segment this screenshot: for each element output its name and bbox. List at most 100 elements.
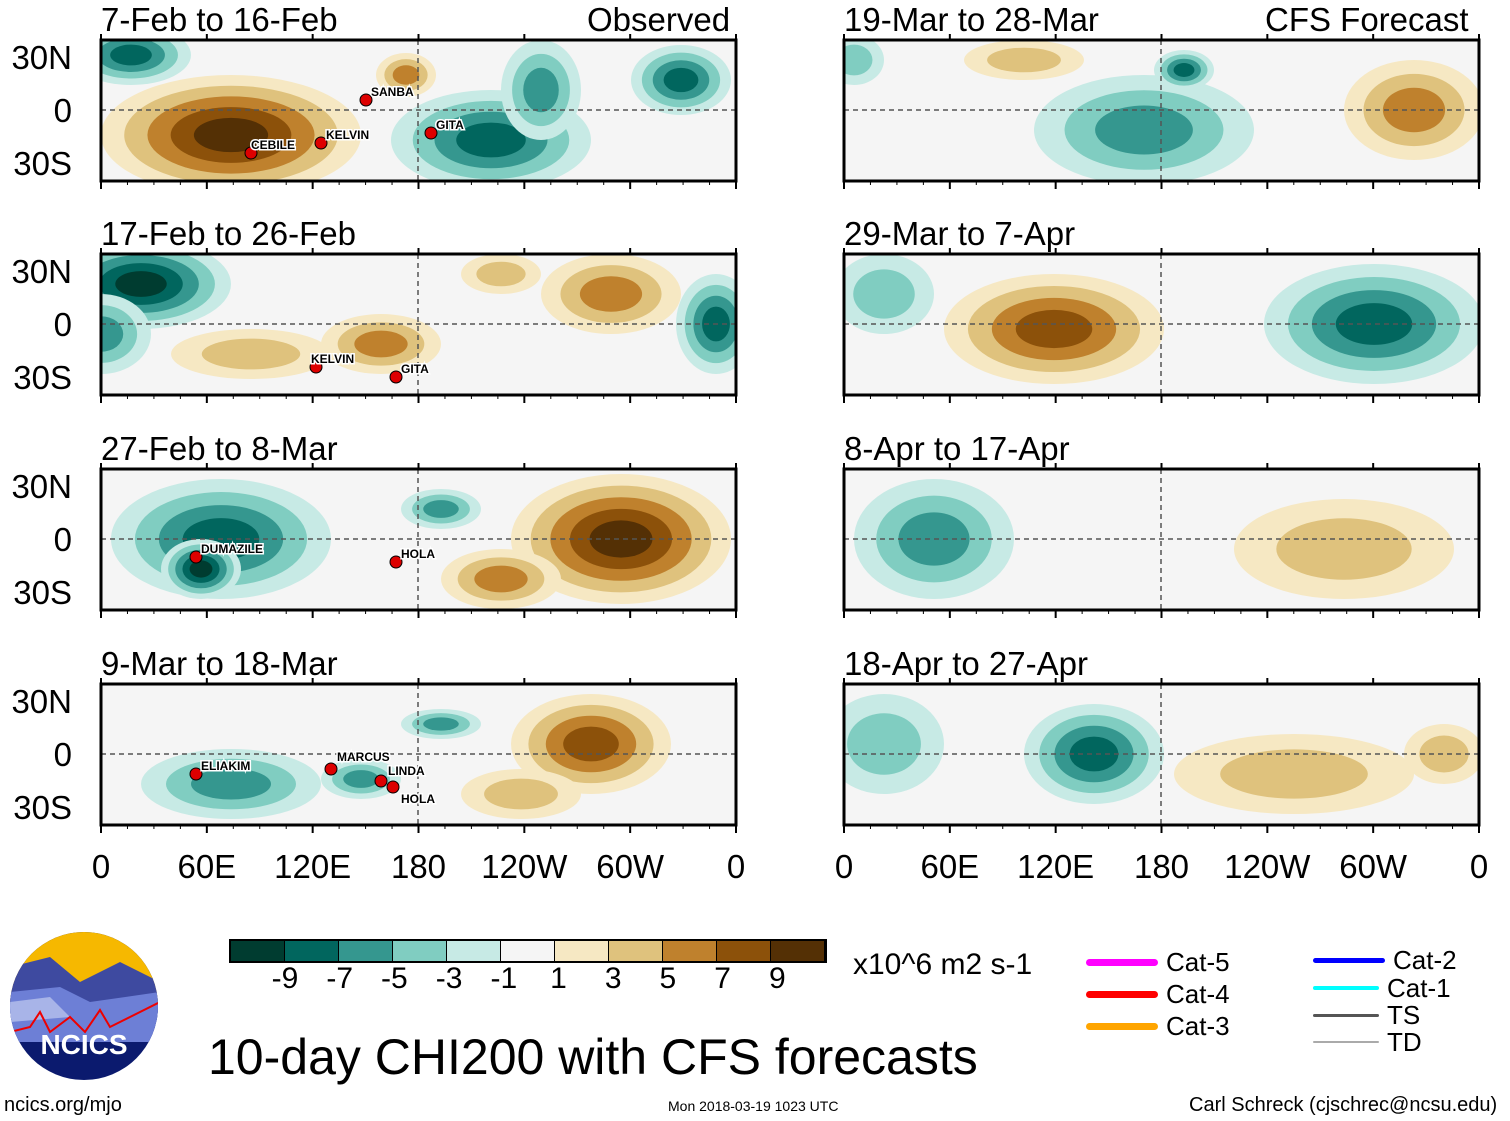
anomaly-contour — [1173, 63, 1195, 77]
anomaly-contour — [110, 44, 152, 66]
anomaly-contour — [1220, 749, 1368, 799]
colorbar-swatch — [339, 941, 393, 961]
storm-marker-icon — [309, 360, 323, 374]
colorbar-tick-label: -5 — [381, 962, 408, 995]
storm-label: CEBILE — [251, 138, 295, 152]
lat-label: 30N — [11, 253, 72, 290]
anomaly-contour — [115, 271, 167, 297]
anomaly-map: SANBA KELVIN CEBILE GITA — [99, 34, 738, 189]
colorbar-units: x10^6 m2 s-1 — [853, 948, 1033, 981]
panel-title: 8-Apr to 17-Apr — [844, 430, 1070, 467]
storm-marker-icon — [314, 136, 328, 150]
storm-label: KELVIN — [326, 128, 369, 142]
panel-title: 18-Apr to 27-Apr — [844, 645, 1088, 682]
lat-label: 0 — [53, 521, 72, 558]
colorbar-swatch — [555, 941, 609, 961]
storm-marker-icon — [244, 146, 258, 160]
footer-url[interactable]: ncics.org/mjo — [4, 1094, 122, 1116]
anomaly-contour — [853, 269, 915, 319]
anomaly-contour — [191, 768, 271, 800]
anomaly-map — [842, 248, 1481, 403]
footer-author: Carl Schreck (cjschrec@ncsu.edu) — [1189, 1094, 1498, 1116]
storm-marker-icon — [389, 555, 403, 569]
anomaly-contour — [987, 47, 1061, 73]
panel-title: 7-Feb to 16-Feb — [101, 1, 338, 38]
lat-label: 30S — [13, 789, 72, 826]
colorbar-tick-label: 3 — [604, 962, 622, 995]
legend-cat4: Cat-4 — [1086, 981, 1230, 1007]
colorbar-swatch — [501, 941, 555, 961]
lat-label: 30S — [13, 145, 72, 182]
anomaly-contour — [563, 726, 619, 762]
colorbar-tick-label: -7 — [326, 962, 354, 995]
legend-cat1: Cat-1 — [1313, 975, 1451, 1001]
footer-timestamp: Mon 2018-03-19 1023 UTC — [668, 1098, 839, 1114]
storm-label: ELIAKIM — [201, 759, 250, 773]
colorbar — [229, 939, 827, 963]
anomaly-map — [842, 463, 1481, 618]
storm-label: KELVIN — [311, 352, 354, 366]
storm-label: HOLA — [401, 792, 435, 806]
panel-title: 19-Mar to 28-Mar — [844, 1, 1099, 38]
lon-label: 60W — [1339, 848, 1408, 885]
anomaly-contour — [423, 717, 459, 731]
anomaly-contour — [847, 713, 921, 775]
colorbar-swatch — [771, 941, 825, 961]
anomaly-map — [842, 678, 1481, 833]
colorbar-tick-label: -9 — [271, 962, 299, 995]
lat-label: 30N — [11, 468, 72, 505]
lon-label: 60E — [920, 848, 980, 885]
lon-label: 60E — [177, 848, 237, 885]
legend-cat5: Cat-5 — [1086, 949, 1230, 975]
colorbar-tick-label: -1 — [490, 962, 518, 995]
svg-text:NCICS: NCICS — [40, 1029, 127, 1060]
storm-label: GITA — [401, 362, 429, 376]
lon-label: 120E — [1017, 848, 1095, 885]
anomaly-contour — [343, 770, 379, 788]
lat-label: 30S — [13, 359, 72, 396]
anomaly-contour — [193, 117, 269, 153]
storm-marker-icon — [386, 780, 400, 794]
storm-label: GITA — [436, 118, 464, 132]
anomaly-map: DUMAZILE HOLA — [99, 463, 738, 618]
colorbar-tick-label: 7 — [714, 962, 731, 995]
colorbar-swatch — [663, 941, 717, 961]
lat-label: 0 — [53, 736, 72, 773]
anomaly-contour — [1095, 105, 1193, 155]
lat-label: 0 — [53, 306, 72, 343]
observed-label: Observed — [587, 1, 731, 38]
legend-cat2: Cat-2 — [1313, 947, 1457, 973]
lon-label: 120E — [274, 848, 352, 885]
anomaly-contour — [844, 44, 873, 76]
anomaly-contour — [189, 560, 213, 578]
anomaly-contour — [523, 67, 559, 113]
lat-label: 30S — [13, 574, 72, 611]
storm-label: SANBA — [371, 85, 414, 99]
anomaly-contour — [1015, 309, 1093, 349]
panel-title: 9-Mar to 18-Mar — [101, 645, 338, 682]
anomaly-contour — [392, 65, 420, 85]
lon-label: 0 — [834, 848, 854, 885]
lon-label: 180 — [390, 848, 447, 885]
colorbar-tick-label: 9 — [768, 962, 786, 995]
storm-marker-icon — [324, 762, 338, 776]
lat-label: 0 — [53, 92, 72, 129]
storm-label: DUMAZILE — [201, 542, 263, 556]
colorbar-swatch — [717, 941, 771, 961]
storm-marker-icon — [374, 774, 388, 788]
lon-label: 180 — [1133, 848, 1190, 885]
storm-label: HOLA — [401, 547, 435, 561]
panel-title: 27-Feb to 8-Mar — [101, 430, 338, 467]
storm-marker-icon — [359, 93, 373, 107]
storm-marker-icon — [189, 767, 203, 781]
anomaly-contour — [423, 500, 459, 518]
storm-marker-icon — [424, 126, 438, 140]
anomaly-contour — [476, 261, 526, 287]
lon-label: 0 — [726, 848, 746, 885]
panel-title: 29-Mar to 7-Apr — [844, 215, 1076, 252]
anomaly-contour — [589, 520, 653, 558]
figure-title: 10-day CHI200 with CFS forecasts — [208, 1029, 978, 1085]
anomaly-contour — [1069, 736, 1119, 772]
colorbar-swatch — [285, 941, 339, 961]
